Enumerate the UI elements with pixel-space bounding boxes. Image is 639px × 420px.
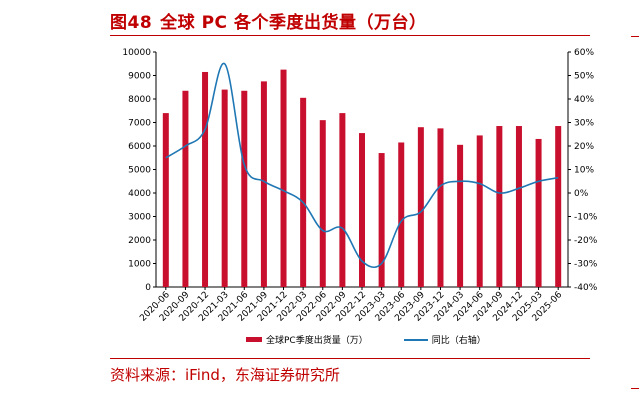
right-edge-mark-bottom (631, 388, 639, 389)
legend-bar-label: 全球PC季度出货量（万） (266, 336, 368, 346)
left-axis-tick-label: 1000 (128, 260, 151, 270)
right-axis-tick-label: 10% (574, 166, 594, 176)
bar-2024-03 (457, 144, 464, 287)
figure-title-text: 全球 PC 各个季度出货量（万台） (160, 13, 427, 33)
bar-series (162, 69, 562, 288)
right-axis-tick-label: -20% (574, 236, 598, 246)
bar-2022-12 (359, 133, 365, 287)
bar-2022-03 (300, 97, 307, 287)
left-axis-tick-label: 3000 (128, 213, 151, 223)
bar-2024-12 (515, 126, 522, 288)
legend-line-swatch (403, 338, 428, 341)
bar-2023-09 (417, 127, 424, 287)
right-axis-tick-label: 30% (574, 119, 594, 129)
right-axis-tick-label: -40% (574, 283, 598, 293)
right-axis-tick-label: -30% (574, 260, 598, 270)
left-axis-tick-label: 10000 (122, 48, 151, 58)
bar-2021-03 (221, 89, 228, 287)
figure-number: 图48 (110, 13, 153, 33)
legend-bar-swatch (246, 337, 262, 342)
right-edge-mark-top (631, 36, 639, 37)
bar-2020-09 (182, 90, 189, 288)
source-divider (110, 358, 590, 359)
yoy-line-series (165, 62, 559, 269)
left-axis-tick-label: 5000 (128, 166, 151, 176)
bar-2025-06 (555, 126, 562, 288)
right-axis-tick-label: 60% (574, 48, 594, 58)
right-axis-tick-label: 50% (574, 72, 594, 82)
bar-2021-09 (260, 81, 267, 287)
left-axis-tick-label: 7000 (128, 119, 151, 129)
bar-2022-09 (339, 113, 346, 287)
legend-line-label: 同比（右轴） (431, 336, 486, 346)
bar-2023-06 (398, 142, 405, 287)
left-axis-tick-label: 9000 (128, 72, 151, 82)
left-axis-tick-label: 4000 (128, 189, 151, 199)
bar-2022-06 (319, 120, 326, 288)
bar-2020-12 (202, 71, 209, 287)
title-divider (110, 35, 590, 36)
bar-2021-06 (241, 90, 248, 288)
figure-title: 图48 全球 PC 各个季度出货量（万台） (110, 8, 426, 33)
right-axis-tick-label: 20% (574, 142, 594, 152)
left-axis-tick-label: 2000 (128, 236, 151, 246)
bar-2020-06 (162, 113, 169, 287)
right-axis-tick-label: 0% (574, 189, 589, 199)
bar-2024-06 (476, 135, 483, 287)
left-axis-tick-label: 6000 (128, 142, 151, 152)
right-axis-tick-label: -10% (574, 213, 598, 223)
bar-2024-09 (496, 126, 503, 288)
bar-2023-03 (378, 153, 385, 287)
bar-2025-03 (535, 138, 542, 287)
bar-2023-12 (437, 128, 444, 287)
bar-2021-12 (280, 69, 287, 287)
left-axis-tick-label: 8000 (128, 95, 151, 105)
chart-legend: 全球PC季度出货量（万） 同比（右轴） (246, 333, 486, 346)
source-note: 资料来源：iFind，东海证券研究所 (110, 366, 340, 384)
left-axis-tick-label: 0 (145, 283, 151, 293)
right-axis-tick-label: 40% (574, 95, 594, 105)
